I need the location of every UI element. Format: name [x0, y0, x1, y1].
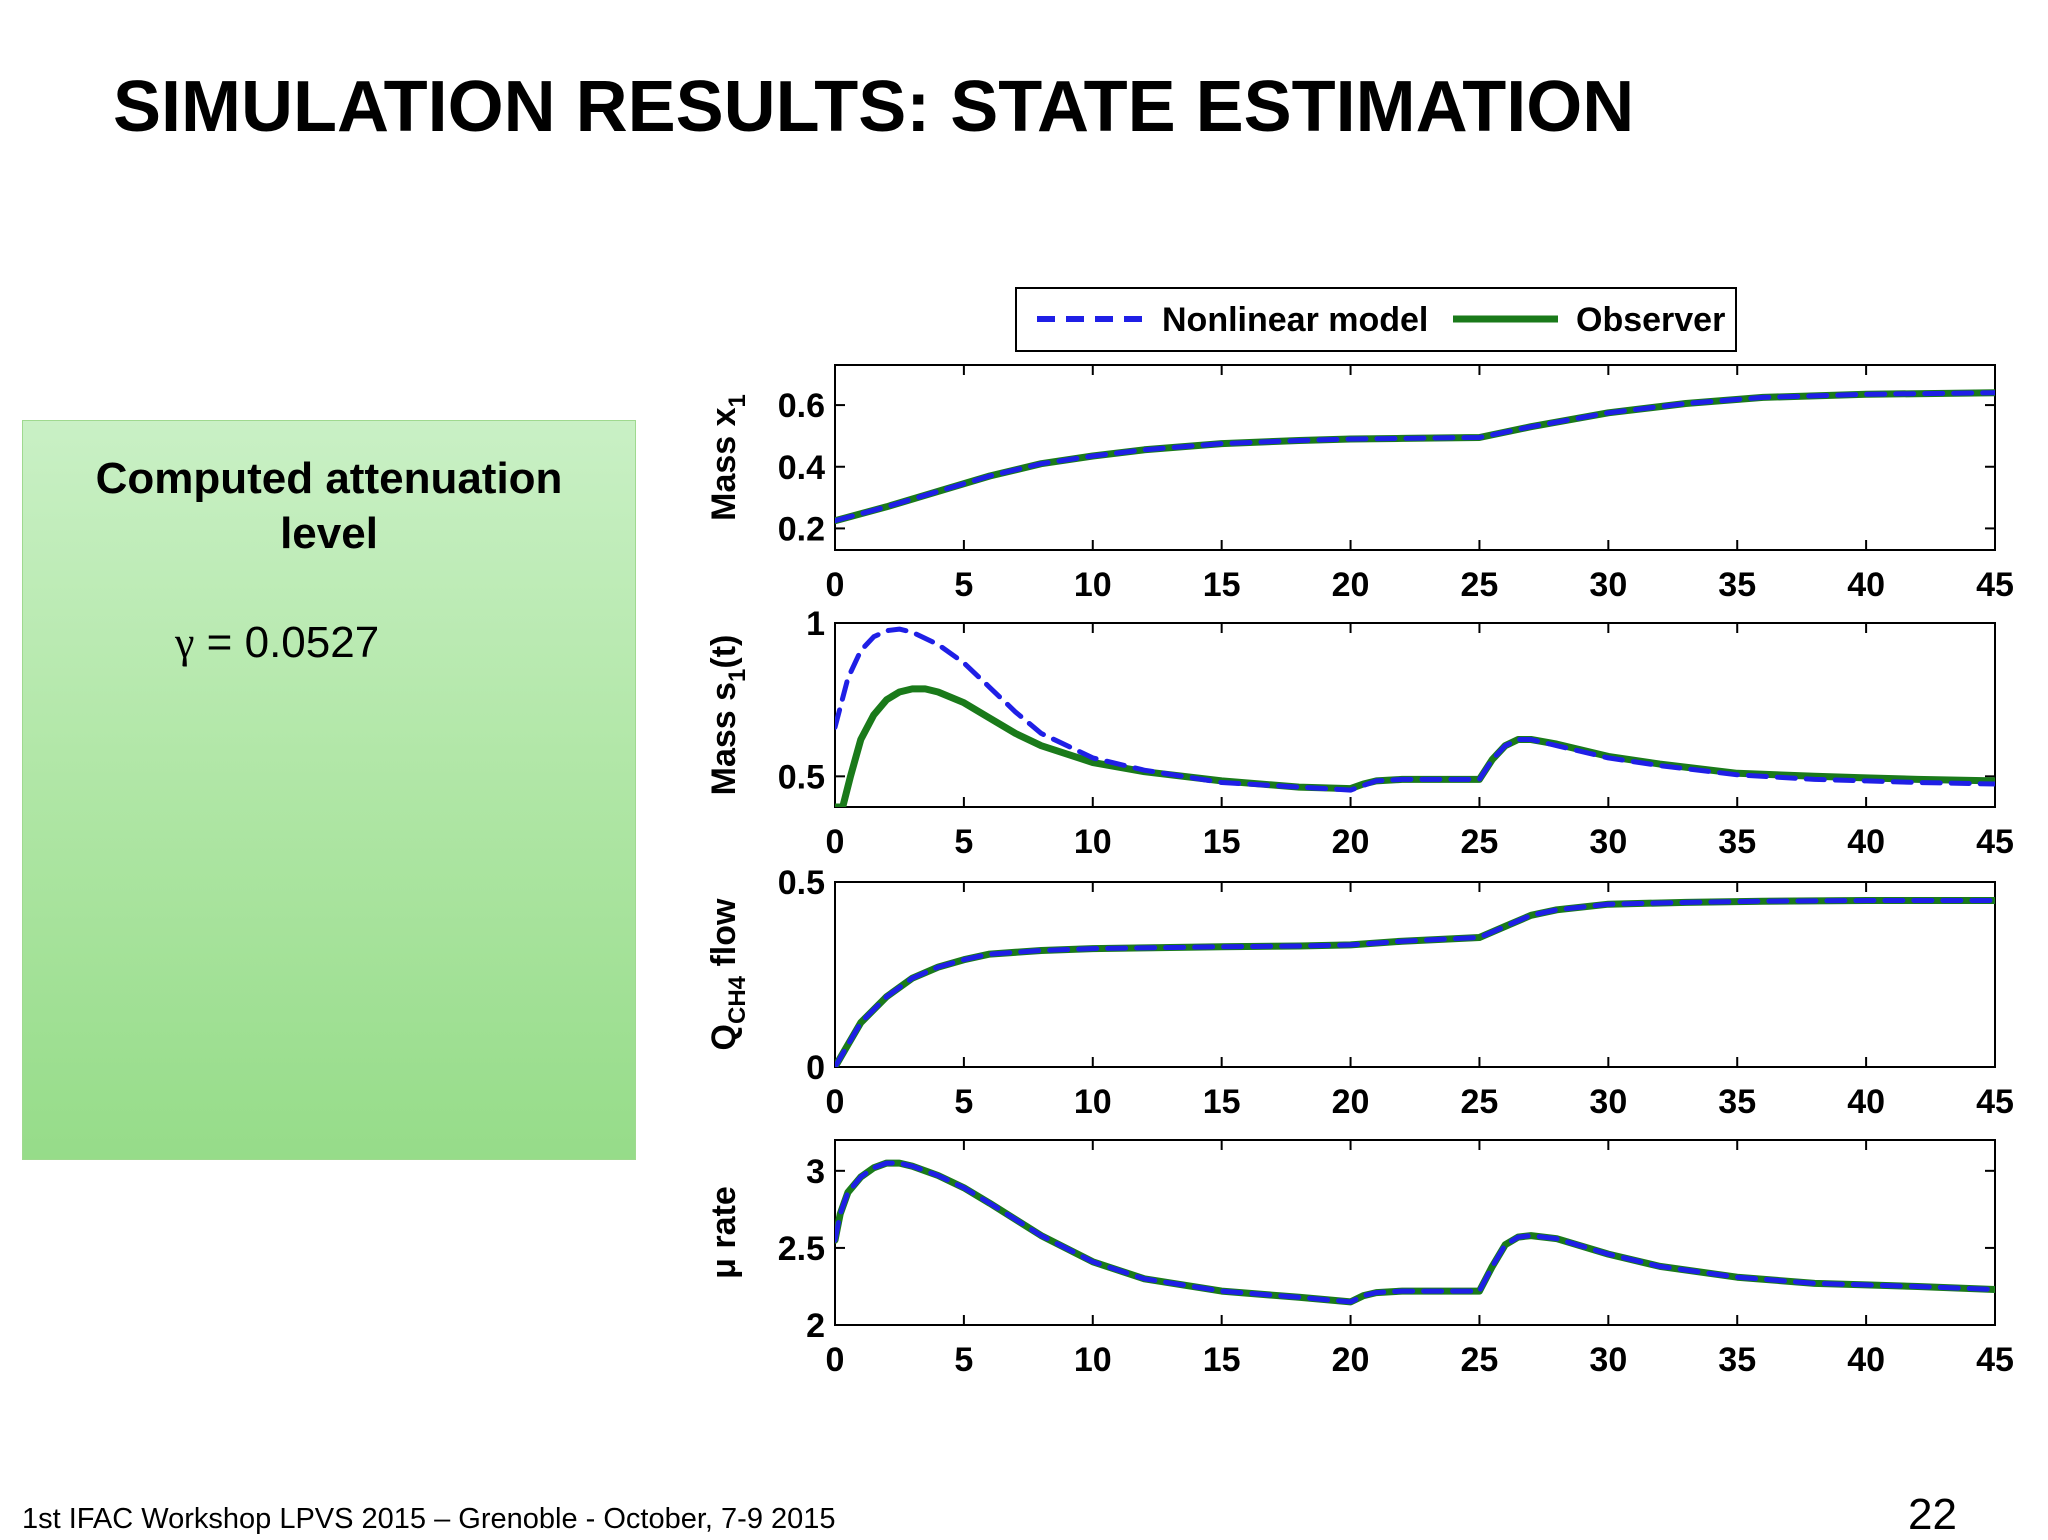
x-tick-label: 5 [954, 1341, 973, 1379]
x-tick-label: 20 [1332, 566, 1370, 604]
subplot-frame [834, 622, 1996, 808]
series-observer [835, 389, 1995, 525]
chart-legend: Nonlinear model Observer [1015, 287, 1737, 352]
x-tick-label: 30 [1589, 1083, 1627, 1121]
subplot-3: 0 5 10 15 20 25 30 35 40 45 0 0.5 QCH4 flow [705, 864, 2014, 1121]
y-axis-label-main: Q [705, 1024, 743, 1050]
x-tick-label: 35 [1718, 566, 1756, 604]
x-tick-label: 30 [1589, 566, 1627, 604]
x-tick-label: 0 [826, 823, 845, 861]
x-tick-label: 25 [1461, 566, 1499, 604]
footer-text: 1st IFAC Workshop LPVS 2015 – Grenoble -… [22, 1503, 836, 1535]
x-tick-label: 35 [1718, 1341, 1756, 1379]
x-tick-label: 5 [954, 1083, 973, 1121]
box-heading-line1: Computed attenuation [95, 454, 563, 503]
y-tick-label: 0.5 [778, 758, 825, 796]
series-nonlinear [835, 898, 1995, 1067]
y-tick-label: 0.4 [778, 449, 825, 487]
legend-label-observer: Observer [1576, 301, 1725, 339]
x-tick-label: 40 [1847, 823, 1885, 861]
y-tick-label: 0 [806, 1049, 825, 1087]
x-tick-label: 15 [1203, 1341, 1241, 1379]
x-tick-label: 40 [1847, 566, 1885, 604]
x-tick-label: 20 [1332, 823, 1370, 861]
x-tick-label: 30 [1589, 1341, 1627, 1379]
series-nonlinear [835, 390, 1995, 524]
y-axis-label-main: Mass s [705, 682, 743, 795]
y-axis-label-main: Mass x [705, 407, 743, 520]
x-tick-label: 15 [1203, 566, 1241, 604]
y-tick-label: 1 [806, 605, 825, 643]
x-tick-label: 10 [1074, 1083, 1112, 1121]
x-tick-label: 25 [1461, 1083, 1499, 1121]
x-tick-label: 25 [1461, 1341, 1499, 1379]
subplot-frame [834, 881, 1996, 1068]
x-tick-label: 10 [1074, 1341, 1112, 1379]
x-tick-label: 25 [1461, 823, 1499, 861]
y-axis-label: Mass x1 [705, 394, 751, 521]
y-tick-label: 0.6 [778, 387, 825, 425]
box-heading-line2: level [280, 509, 378, 558]
x-tick-label: 20 [1332, 1083, 1370, 1121]
y-tick-label: 0.5 [778, 864, 825, 902]
x-tick-label: 0 [826, 1083, 845, 1121]
page-number: 22 [1908, 1490, 1957, 1539]
x-tick-label: 5 [954, 566, 973, 604]
x-tick-label: 30 [1589, 823, 1627, 861]
gamma-value-line: γ = 0.0527 [175, 617, 379, 668]
series-observer [835, 1159, 1995, 1306]
x-tick-label: 15 [1203, 1083, 1241, 1121]
x-tick-label: 45 [1976, 566, 2014, 604]
y-axis-label-suffix: flow [705, 898, 743, 976]
y-axis-label-sub: 1 [724, 394, 751, 407]
x-tick-label: 45 [1976, 1083, 2014, 1121]
gamma-value: = 0.0527 [194, 618, 380, 667]
series-observer [835, 897, 1995, 1067]
x-tick-label: 40 [1847, 1341, 1885, 1379]
gamma-symbol: γ [175, 618, 195, 667]
x-tick-label: 0 [826, 566, 845, 604]
subplot-frame [834, 1139, 1996, 1326]
x-tick-label: 5 [954, 823, 973, 861]
series-nonlinear [835, 626, 1995, 793]
box-heading: Computed attenuation level [23, 451, 635, 561]
x-tick-label: 10 [1074, 566, 1112, 604]
series-nonlinear [835, 1160, 1995, 1305]
legend-label-nonlinear: Nonlinear model [1162, 301, 1428, 339]
subplot-frame [834, 364, 1996, 551]
y-axis-label-suffix: (t) [705, 635, 743, 669]
x-tick-label: 10 [1074, 823, 1112, 861]
x-tick-label: 20 [1332, 1341, 1370, 1379]
attenuation-box: Computed attenuation level γ = 0.0527 [22, 420, 636, 1160]
x-tick-label: 15 [1203, 823, 1241, 861]
y-axis-label-main: μ rate [705, 1186, 743, 1279]
x-tick-label: 35 [1718, 1083, 1756, 1121]
x-tick-label: 35 [1718, 823, 1756, 861]
y-axis-label: μ rate [705, 1186, 743, 1279]
x-tick-label: 0 [826, 1341, 845, 1379]
y-axis-label-sub: 1 [724, 669, 751, 682]
y-tick-label: 0.2 [778, 510, 825, 548]
slide-title: SIMULATION RESULTS: STATE ESTIMATION [113, 67, 1635, 147]
y-axis-label-sub: CH4 [724, 975, 751, 1024]
x-tick-label: 45 [1976, 1341, 2014, 1379]
y-axis-label: QCH4 flow [705, 898, 751, 1050]
x-tick-label: 40 [1847, 1083, 1885, 1121]
subplot-4: 0 5 10 15 20 25 30 35 40 45 2 2.5 3 μ rate [705, 1139, 2014, 1379]
y-tick-label: 3 [806, 1153, 825, 1191]
subplot-1: 0 5 10 15 20 25 30 35 40 45 0.2 0.4 0.6 Mass x1 [705, 364, 2014, 604]
y-axis-label: Mass s1(t) [705, 635, 751, 796]
y-tick-label: 2.5 [778, 1230, 825, 1268]
x-tick-label: 45 [1976, 823, 2014, 861]
y-tick-label: 2 [806, 1307, 825, 1345]
